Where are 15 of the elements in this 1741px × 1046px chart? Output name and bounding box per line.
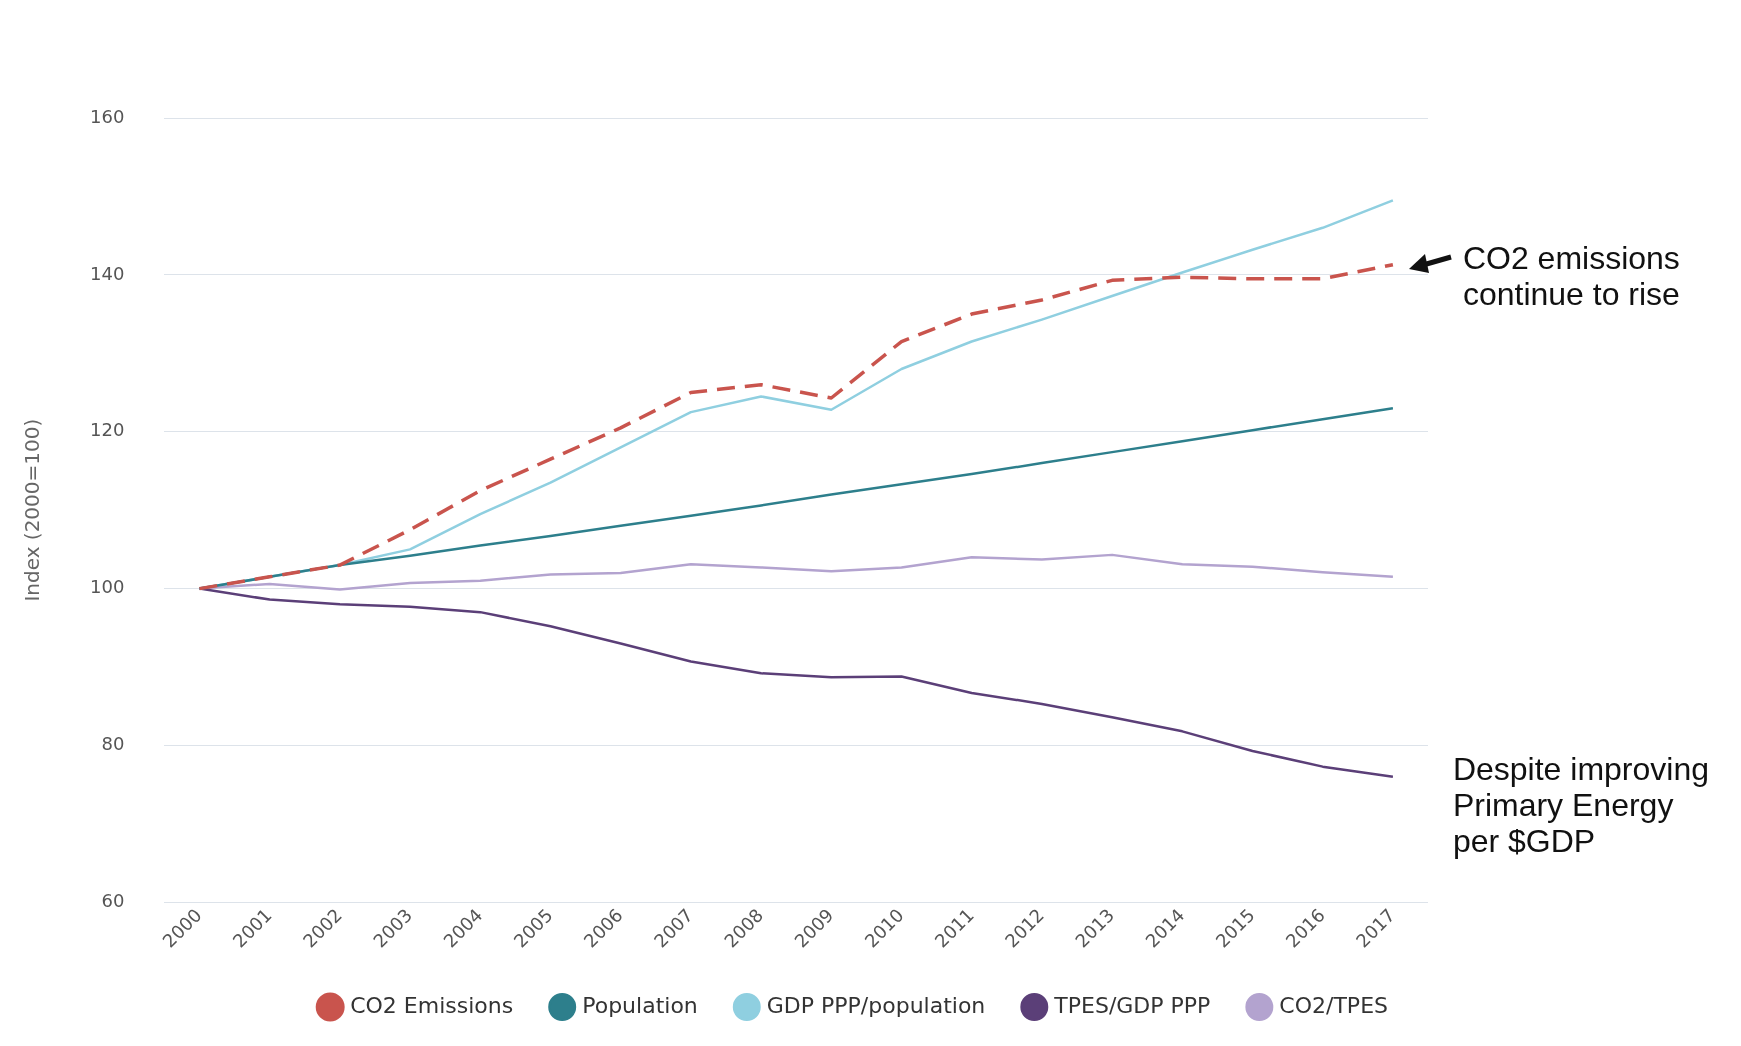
y-tick-label: 60 xyxy=(101,890,125,912)
legend-label: CO2/TPES xyxy=(1279,992,1389,1018)
legend-label: GDP PPP/population xyxy=(766,992,986,1018)
annotation: Despite improving Primary Energy per $GDP xyxy=(1452,750,1710,859)
legend-label: TPES/GDP PPP xyxy=(1053,992,1211,1018)
y-tick-label: 140 xyxy=(90,262,125,284)
legend-label: Population xyxy=(582,992,698,1018)
y-axis-title: Index (2000=100) xyxy=(20,418,45,602)
y-tick-label: 160 xyxy=(90,105,125,127)
legend-label: CO2 Emissions xyxy=(350,992,514,1018)
line-series xyxy=(197,262,1395,591)
y-tick-label: 120 xyxy=(90,419,125,441)
y-tick-label: 100 xyxy=(90,576,125,598)
annotation: CO2 emissions continue to rise xyxy=(1462,240,1680,313)
y-tick-label: 80 xyxy=(101,733,125,755)
